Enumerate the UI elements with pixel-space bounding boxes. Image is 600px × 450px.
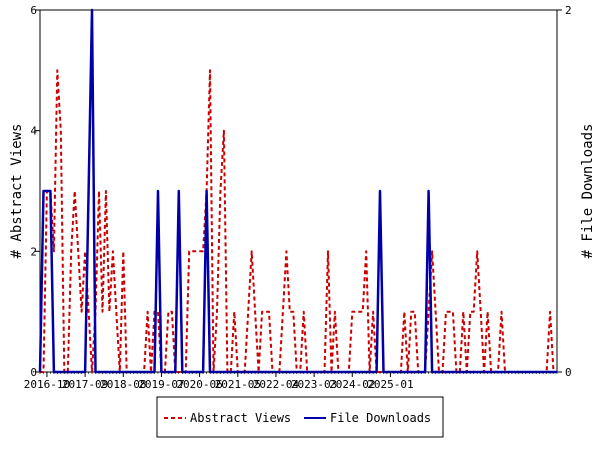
x-tick-label: 2022-04 xyxy=(253,378,300,391)
axis-layer: 2016-102017-092018-082019-072020-062021-… xyxy=(24,4,572,391)
x-tick-label: 2017-09 xyxy=(62,378,108,391)
x-tick-label: 2025-01 xyxy=(367,378,413,391)
legend: Abstract Views File Downloads xyxy=(156,396,444,438)
series-line-file-downloads xyxy=(38,8,557,374)
legend-label-abstract-views: Abstract Views xyxy=(190,411,291,425)
legend-box xyxy=(156,396,444,438)
series-layer xyxy=(38,8,557,374)
y-right-axis-title: # File Downloads xyxy=(580,124,596,259)
y-left-tick-label: 6 xyxy=(30,4,37,17)
x-tick-label: 2020-06 xyxy=(176,378,222,391)
x-tick-label: 2018-08 xyxy=(100,378,146,391)
x-tick-label: 2016-10 xyxy=(24,378,70,391)
y-left-tick-label: 4 xyxy=(30,125,37,138)
x-tick-label: 2024-02 xyxy=(329,378,375,391)
x-tick-label: 2023-03 xyxy=(291,378,337,391)
x-tick-label: 2019-07 xyxy=(138,378,184,391)
y-left-tick-label: 0 xyxy=(30,366,37,379)
y-right-tick-label: 0 xyxy=(565,366,572,379)
x-tick-label: 2021-05 xyxy=(215,378,261,391)
y-left-axis-title: # Abstract Views xyxy=(9,124,25,259)
legend-label-file-downloads: File Downloads xyxy=(330,411,431,425)
y-right-tick-label: 2 xyxy=(565,4,572,17)
y-left-tick-label: 2 xyxy=(30,245,37,258)
plot-area xyxy=(39,9,558,373)
